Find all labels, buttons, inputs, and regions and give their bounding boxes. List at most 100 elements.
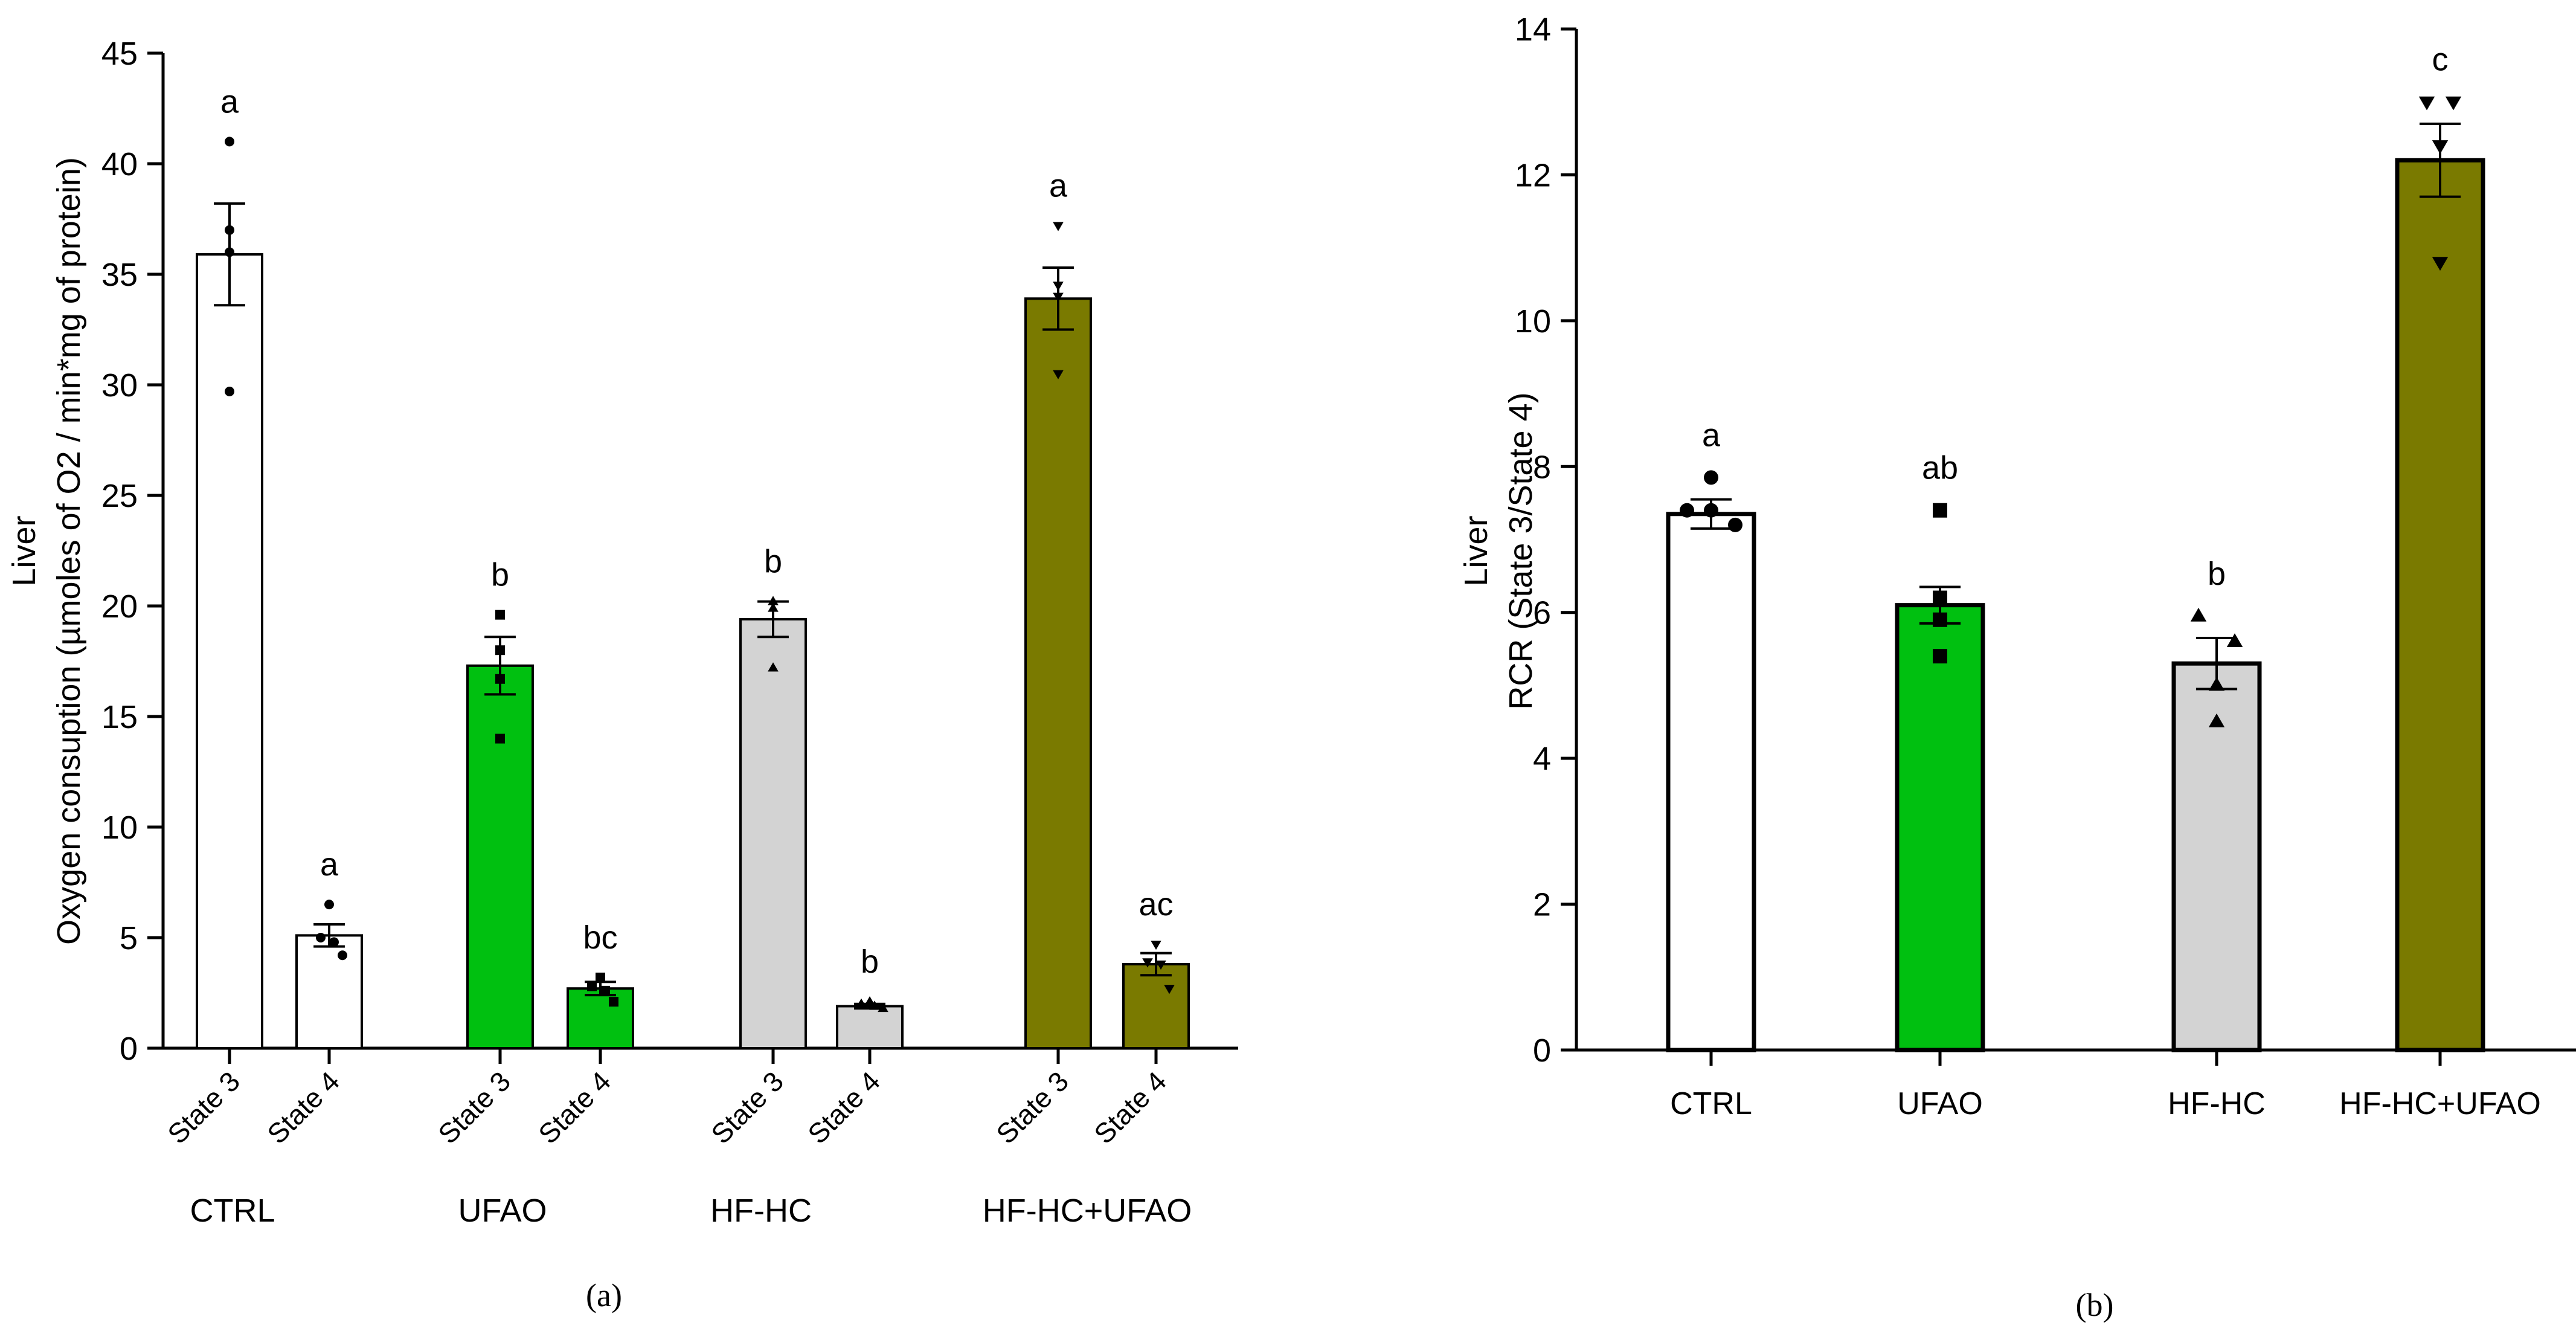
panel-b-data-point — [1933, 649, 1947, 664]
panel-a-significance-letter: a — [220, 83, 239, 120]
panel-b-data-point — [2208, 677, 2225, 691]
panel-b-significance-letter: a — [1702, 417, 1721, 453]
panel-a-x-tick-label: State 4 — [801, 1065, 886, 1150]
panel-a-y-tick-label: 40 — [101, 146, 138, 182]
panel-a-data-point — [1053, 222, 1064, 231]
panel-a-x-tick-label: State 4 — [261, 1065, 345, 1150]
panel-a-data-point — [1164, 985, 1175, 994]
panel-a-significance-letter: bc — [583, 920, 617, 956]
panel-b-data-point — [2432, 140, 2449, 154]
panel-b-data-point — [2190, 607, 2207, 622]
panel-a-y-tick-label: 35 — [101, 257, 138, 293]
panel-b-ylabel-line2: RCR (State 3/State 4) — [1503, 392, 1539, 709]
panel-a-data-point — [1151, 940, 1161, 950]
panel-a-y-tick-label: 10 — [101, 810, 138, 846]
panel-a-data-point — [495, 733, 505, 744]
panel-a-significance-letter: b — [764, 544, 782, 580]
panel-a-bar — [567, 987, 634, 1050]
panel-a-bar — [196, 253, 263, 1049]
panel-b-x-tick-label: UFAO — [1897, 1086, 1983, 1121]
panel-a-data-point — [225, 137, 234, 147]
panel-a-bar — [1024, 297, 1092, 1049]
panel-a-data-point — [768, 662, 779, 672]
panel-a-significance-letter: ac — [1139, 886, 1173, 923]
panel-a-data-point — [225, 247, 234, 257]
panel-b-data-point — [1933, 612, 1947, 627]
panel-a-data-point — [495, 674, 505, 684]
panel-a-data-point — [587, 981, 597, 991]
panel-a-x-tick-label: State 3 — [161, 1065, 246, 1150]
panel-a-group-label: UFAO — [458, 1193, 547, 1229]
panel-a-y-tick-label: 30 — [101, 367, 138, 404]
panel-b-x-tick-label: HF-HC+UFAO — [2339, 1086, 2541, 1121]
panel-b-y-tick-label: 10 — [1515, 303, 1551, 340]
panel-b-y-tick-label: 12 — [1515, 157, 1551, 193]
panel-b-x-tick-label: CTRL — [1670, 1086, 1752, 1121]
panel-a-group-label: HF-HC — [710, 1193, 812, 1229]
panel-a-ylabel-line2: Oxygen consuption (µmoles of O2 / min*mg… — [51, 157, 87, 945]
panel-b-bar — [1895, 603, 1985, 1052]
panel-a-data-point — [856, 998, 867, 1008]
panel-a-significance-letter: b — [861, 944, 879, 980]
panel-b-data-point — [2208, 713, 2225, 727]
panel-a-data-point — [768, 602, 779, 612]
panel-b-significance-letter: ab — [1922, 450, 1958, 486]
panel-a-bar — [739, 617, 807, 1049]
panel-a-data-point — [869, 1000, 880, 1010]
panel-b-y-tick-label: 2 — [1533, 887, 1551, 923]
panel-b-bar — [1666, 512, 1756, 1052]
panel-a-data-point — [609, 997, 618, 1007]
panel-a-bar — [836, 1005, 904, 1049]
panel-a-data-point — [324, 900, 334, 910]
panel-a-data-point — [329, 937, 339, 947]
panel-b-significance-letter: b — [2208, 556, 2226, 592]
panel-b-x-tick-label: HF-HC — [2168, 1086, 2266, 1121]
panel-b-y-tick-label: 8 — [1533, 449, 1551, 485]
panel-a-x-tick-label: State 3 — [705, 1065, 789, 1150]
panel-a-x-tick-label: State 3 — [432, 1065, 516, 1150]
panel-a-data-point — [225, 225, 234, 235]
panel-b-y-tick-label: 14 — [1515, 11, 1551, 48]
panel-a-data-point — [1053, 292, 1064, 302]
panel-a-x-tick-label: State 4 — [532, 1065, 617, 1150]
panel-a-y-tick-label: 20 — [101, 588, 138, 625]
panel-b-y-tick-label: 4 — [1533, 741, 1551, 777]
panel-a-bar — [1122, 962, 1190, 1050]
panel-b-significance-letter: c — [2432, 42, 2449, 78]
panel-b-bar — [2395, 158, 2485, 1052]
panel-a-data-point — [1053, 370, 1064, 379]
panel-a-y-tick-label: 25 — [101, 478, 138, 514]
panel-a-data-point — [495, 645, 505, 656]
panel-a-ylabel-line1: Liver — [6, 515, 42, 586]
panel-a-group-label: CTRL — [190, 1193, 275, 1229]
panel-a-y-tick-label: 5 — [120, 920, 138, 956]
panel-a-error-bar — [313, 923, 345, 948]
panel-a-data-point — [1155, 960, 1166, 970]
panel-b-data-point — [1728, 517, 1742, 532]
panel-b-data-point — [2226, 633, 2243, 647]
panel-b-data-point — [1933, 503, 1947, 518]
panel-a-bar — [295, 934, 363, 1049]
panel-b-data-point — [2432, 257, 2449, 271]
panel-a-x-tick-label: State 4 — [1088, 1065, 1172, 1150]
panel-a-significance-letter: a — [1049, 167, 1068, 204]
panel-b-ylabel-line1: Liver — [1458, 515, 1494, 586]
panel-a-data-point — [878, 1002, 888, 1013]
panel-b: 0 2 4 6 8 10 12 14 a ab b c CTRL UFAO HF-HC HF-HC+UFA… — [1458, 11, 2576, 1323]
panel-a-y-tick-label: 45 — [101, 36, 138, 72]
panel-a-data-point — [1142, 958, 1153, 968]
panel-a-caption: (a) — [586, 1277, 622, 1313]
panel-a-significance-letter: a — [320, 846, 339, 883]
panel-b-data-point — [1704, 470, 1718, 485]
panel-b-bar — [2171, 661, 2262, 1052]
panel-b-caption: (b) — [2076, 1287, 2114, 1323]
panel-b-data-point — [2418, 96, 2435, 111]
panel-a-x-tick-label: State 3 — [990, 1065, 1074, 1150]
panel-a-y-tick-label: 15 — [101, 699, 138, 735]
panel-a-data-point — [316, 933, 326, 942]
panel-a-data-point — [495, 610, 505, 620]
panel-b-data-point — [1933, 590, 1947, 605]
panel-a-y-tick-label: 0 — [120, 1031, 138, 1067]
